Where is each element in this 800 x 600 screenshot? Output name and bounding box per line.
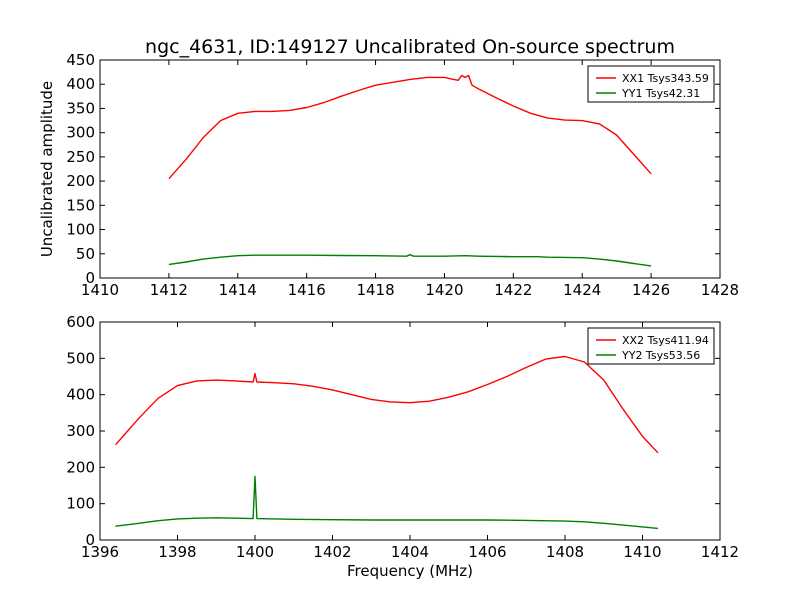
x-tick-label: 1400 [236,543,274,561]
legend: XX1 Tsys343.59 YY1 Tsys42.31 [587,65,715,103]
x-tick-label: 1398 [158,543,196,561]
series-line-2-2 [115,475,659,530]
x-tick-label: 1418 [356,281,394,299]
x-tick-label: 1416 [288,281,326,299]
y-tick-label: 250 [66,148,95,166]
x-tick-label: 1424 [563,281,601,299]
y-tick-label: 350 [66,99,95,117]
legend-label: YY2 Tsys53.56 [621,349,700,362]
legend-box [587,65,715,103]
y-tick-label: 500 [66,349,95,367]
legend-label: XX1 Tsys343.59 [622,72,709,85]
x-tick-label: 1402 [313,543,351,561]
y-tick-label: 400 [66,75,95,93]
y-tick-label: 100 [66,221,95,239]
y-tick-label: 400 [66,386,95,404]
y-tick-label: 200 [66,458,95,476]
axes-frame [99,59,721,279]
x-tick-label: 1410 [623,543,661,561]
legend-box [587,327,715,365]
y-tick-label: 50 [76,245,95,263]
x-tick-label: 1408 [546,543,584,561]
legend-label: YY1 Tsys42.31 [621,87,700,100]
y-tick-label: 450 [66,51,95,69]
x-tick-label: 1414 [219,281,257,299]
series-line-2-1 [114,355,659,454]
y-tick-label: 300 [66,422,95,440]
series-line-1-1 [168,74,652,180]
x-tick-label: 1420 [425,281,463,299]
bottom-x-axis-label: Frequency (MHz) [347,562,473,580]
x-tick-label: 1396 [81,543,119,561]
top-y-axis-label: Uncalibrated amplitude [38,81,56,257]
x-tick-label: 1404 [391,543,429,561]
legend-label: XX2 Tsys411.94 [622,334,709,347]
x-tick-label: 1426 [632,281,670,299]
y-tick-label: 0 [85,531,95,549]
y-tick-label: 300 [66,124,95,142]
x-tick-label: 1410 [81,281,119,299]
chart-title: ngc_4631, ID:149127 Uncalibrated On-sour… [145,36,675,58]
top-plot: 1410 1412 1414 1416 1418 1420 1422 1424 1426 1428… [66,51,739,299]
bottom-plot: 1396 1398 1400 1402 1404 1406 1408 1410 1412 0 100… [66,313,739,561]
x-tick-label: 1412 [150,281,188,299]
y-tick-label: 600 [66,313,95,331]
x-tick-label: 1412 [701,543,739,561]
x-tick-label: 1406 [468,543,506,561]
y-tick-label: 0 [85,269,95,287]
y-tick-label: 100 [66,495,95,513]
y-tick-label: 200 [66,172,95,190]
x-tick-label: 1422 [494,281,532,299]
y-tick-label: 150 [66,196,95,214]
legend: XX2 Tsys411.94 YY2 Tsys53.56 [587,327,715,365]
x-tick-label: 1428 [701,281,739,299]
series-line-1-2 [168,253,652,267]
